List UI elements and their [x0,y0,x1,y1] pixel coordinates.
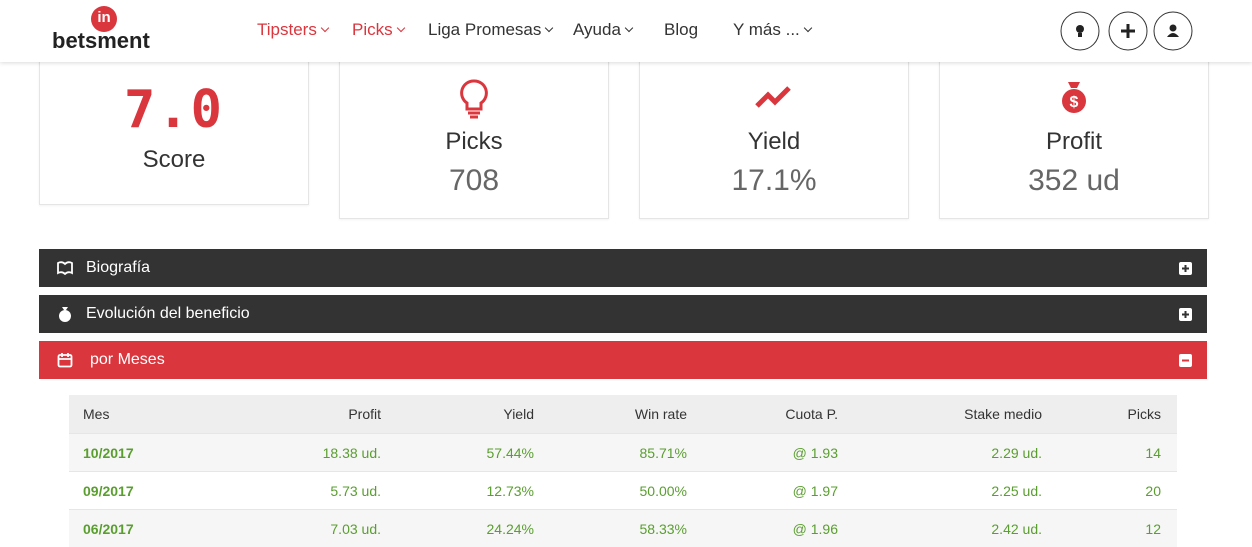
table-cell: 12 [1145,521,1161,537]
panel-title: Biografía [86,259,151,276]
table-cell: 85.71% [639,445,687,461]
table-cell: 7.03 ud. [330,521,381,537]
table-cell: 14 [1145,445,1161,461]
table-cell: 12.73% [486,483,534,499]
header: in betsment Tipsters Picks Liga Promesas… [0,0,1252,62]
column-header: Picks [1127,406,1161,422]
nav-item[interactable]: Picks [352,20,404,40]
panel-title: Evolución del beneficio [86,305,250,322]
table-cell: 18.38 ud. [322,445,381,461]
table-cell: 58.33% [639,521,687,537]
money-bag-icon [59,307,71,322]
nav-item[interactable]: Blog [664,20,699,39]
table-cell: @ 1.96 [792,521,838,537]
stat-value: 352 ud [1028,164,1120,197]
table-cell: @ 1.93 [792,445,838,461]
calendar-icon [57,353,73,368]
table-cell: 2.29 ud. [991,445,1042,461]
stat-card: Picks 708 [339,55,609,219]
bulb-icon [460,79,488,119]
collapse-icon[interactable] [1179,354,1192,367]
column-header: Cuota P. [785,406,838,422]
table-row: 10/2017 18.38 ud. 57.44% 85.71% @ 1.93 2.29 u… [69,433,1177,471]
nav-item[interactable]: Liga Promesas [428,20,552,40]
table-cell: 09/2017 [83,483,134,499]
column-header: Profit [348,406,381,422]
panel-title: por Meses [90,351,165,368]
idea-button[interactable] [1060,11,1100,51]
expand-icon[interactable] [1179,262,1192,275]
expand-icon[interactable] [1179,308,1192,321]
table-cell: 5.73 ud. [330,483,381,499]
add-button[interactable] [1108,11,1148,51]
money-icon: $ [1062,82,1086,113]
stat-card: 7.0 Score [39,55,309,205]
stat-value: 708 [448,164,500,197]
panel-header[interactable]: Evolución del beneficio [39,295,1207,333]
stat-label: Score [142,146,206,173]
book-icon [57,261,73,275]
table-row: 06/2017 7.03 ud. 24.24% 58.33% @ 1.96 2.42 ud… [69,509,1177,547]
table-cell: 20 [1145,483,1161,499]
stat-card: $ Profit 352 ud [939,55,1209,219]
table-cell: 10/2017 [83,445,134,461]
column-header: Yield [503,406,534,422]
stat-label: Profit [1045,128,1102,155]
user-button[interactable] [1153,11,1193,51]
nav-item[interactable]: Tipsters [257,20,328,40]
column-header: Stake medio [964,406,1042,422]
stat-value: 17.1% [731,164,817,197]
table-cell: 24.24% [486,521,534,537]
svg-text:$: $ [1070,94,1079,111]
stat-label: Yield [747,128,801,155]
column-header: Win rate [634,406,687,422]
page: in betsment Tipsters Picks Liga Promesas… [0,0,1252,536]
logo[interactable]: betsment [52,28,150,53]
trend-icon [755,86,791,108]
stat-label: Picks [445,128,503,155]
table-cell: 2.25 ud. [991,483,1042,499]
table-cell: 57.44% [486,445,534,461]
nav-item[interactable]: Ayuda [573,20,632,40]
score-value: 7.0 [124,80,224,140]
stat-card: Yield 17.1% [639,55,909,219]
column-header: Mes [83,406,110,422]
table-cell: 2.42 ud. [991,521,1042,537]
table-row: 09/2017 5.73 ud. 12.73% 50.00% @ 1.97 2.25 ud… [69,471,1177,509]
table-cell: @ 1.97 [792,483,838,499]
logo-badge[interactable]: in [91,6,117,32]
panel-header[interactable]: Biografía [39,249,1207,287]
table-cell: 06/2017 [83,521,134,537]
table-cell: 50.00% [639,483,687,499]
nav-item[interactable]: Y más ... [733,20,811,40]
table-header: Mes Profit Yield Win rate Cuota P. Stake medi… [69,395,1177,433]
header-buttons [1060,11,1193,51]
panel-header[interactable]: por Meses [39,341,1207,379]
